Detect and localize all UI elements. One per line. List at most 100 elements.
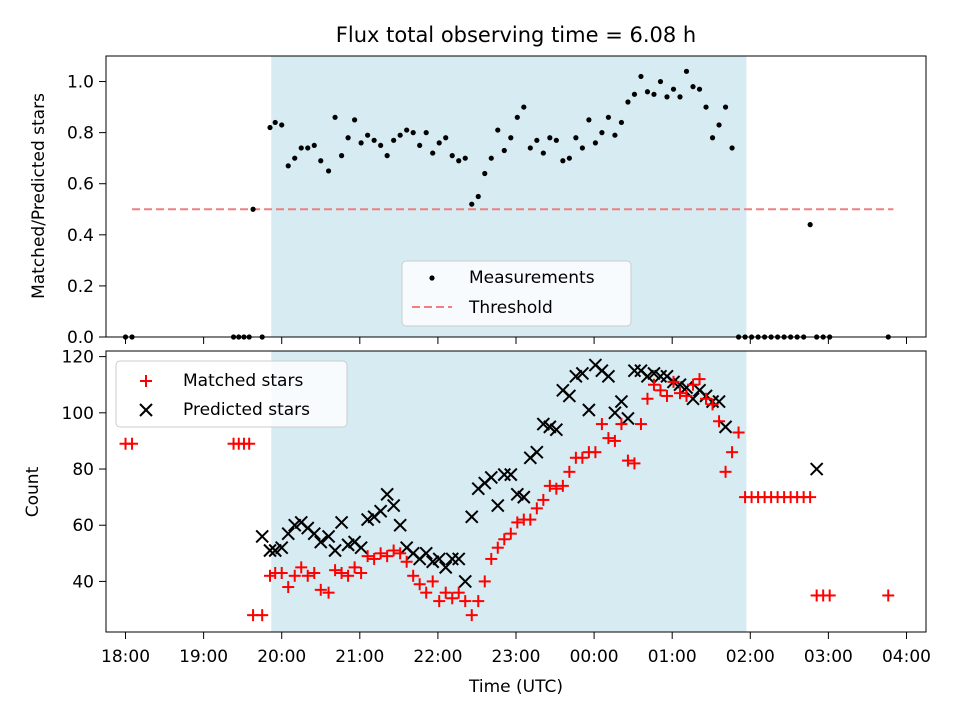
matched-point <box>726 446 739 459</box>
x-tick-label-2: 20:00 <box>257 647 306 667</box>
matched-point <box>543 479 556 492</box>
matched-point <box>732 426 745 439</box>
matched-point <box>687 378 700 391</box>
measurement-point <box>404 127 410 133</box>
measurement-point <box>722 104 729 110</box>
matched-point <box>264 569 276 582</box>
measurement-point <box>586 117 592 123</box>
measurement-point <box>514 114 520 120</box>
predicted-point <box>354 540 368 555</box>
matched-point <box>387 544 400 557</box>
predicted-point <box>562 389 577 403</box>
measurement-point <box>566 155 572 161</box>
legend-matched-label: Matched stars <box>183 371 303 391</box>
matched-point <box>537 493 550 506</box>
predicted-point <box>601 369 616 383</box>
matched-point <box>504 527 517 540</box>
matched-point <box>719 465 732 478</box>
bottom-axes-frame <box>105 350 927 633</box>
matched-point <box>713 415 726 428</box>
bottom-y-axis-label: Count <box>23 466 43 517</box>
measurement-point <box>279 122 285 128</box>
matched-point <box>550 482 563 495</box>
measurement-point <box>488 155 494 161</box>
measurement-point <box>292 155 298 161</box>
matched-point <box>335 566 348 579</box>
matched-point <box>348 561 361 574</box>
matched-point <box>472 595 485 608</box>
matched-point <box>413 578 426 591</box>
matched-point <box>407 569 420 582</box>
predicted-point <box>549 422 564 437</box>
measurement-point <box>267 124 273 131</box>
predicted-point <box>530 445 544 459</box>
measurement-point <box>332 114 338 120</box>
matched-point <box>654 384 667 397</box>
matched-point <box>374 547 387 560</box>
x-tick-label-10: 04:00 <box>882 647 931 667</box>
matched-point <box>459 595 472 608</box>
predicted-point <box>484 470 498 485</box>
measurement-point <box>644 89 651 95</box>
measurement-point <box>311 142 317 149</box>
matched-point <box>426 575 439 588</box>
measurement-point <box>527 145 533 151</box>
predicted-point <box>679 380 694 395</box>
matched-point <box>628 457 641 470</box>
bottom-panel: 40 60 80 100 120 18:00 19:00 20:00 21:00 22:00 23… <box>23 348 931 667</box>
legend-measurements-label: Measurements <box>469 268 595 288</box>
measurement-point <box>553 137 559 143</box>
predicted-point <box>263 543 277 558</box>
bottom-legend-box <box>115 360 348 428</box>
measurement-point <box>807 222 813 228</box>
measurement-point <box>397 132 403 138</box>
x-tick-label-5: 23:00 <box>492 647 541 667</box>
matched-point <box>660 389 673 402</box>
x-tick-label-0: 18:00 <box>101 647 150 667</box>
bottom-y-ticks: 40 60 80 100 120 <box>62 348 106 592</box>
predicted-point <box>328 543 342 558</box>
legend-matched-marker <box>140 375 152 387</box>
measurement-point <box>625 99 631 105</box>
measurement-point <box>423 130 429 136</box>
measurement-point <box>298 145 304 151</box>
measurement-point <box>345 135 351 141</box>
matched-point <box>485 552 498 565</box>
predicted-point <box>614 394 629 409</box>
predicted-point <box>445 552 459 566</box>
legend-predicted-marker <box>139 403 153 417</box>
measurement-point <box>272 119 278 126</box>
measurement-point <box>670 86 677 92</box>
predicted-point <box>809 462 824 476</box>
measurement-point <box>462 155 468 161</box>
measurement-point <box>683 68 690 74</box>
measurement-point <box>618 119 625 126</box>
bottom-y-tick-label-2: 80 <box>72 460 94 480</box>
measurement-point <box>285 163 291 169</box>
measurement-point <box>338 153 345 159</box>
measurement-point <box>475 193 481 200</box>
measurement-point <box>664 94 670 100</box>
measurement-point <box>592 140 598 146</box>
bottom-y-tick-label-0: 40 <box>72 572 94 592</box>
measurement-point <box>501 147 507 154</box>
predicted-point <box>608 406 622 420</box>
x-tick-label-4: 22:00 <box>413 647 462 667</box>
predicted-point <box>686 392 700 406</box>
measurement-point <box>534 137 540 143</box>
top-legend-box <box>401 260 632 327</box>
matched-point <box>368 552 381 565</box>
predicted-point <box>458 574 472 589</box>
matched-point <box>478 575 491 588</box>
predicted-point <box>439 560 453 575</box>
measurement-point <box>305 145 311 151</box>
measurement-point <box>358 140 364 146</box>
measurement-point <box>703 104 709 110</box>
x-tick-label-8: 02:00 <box>726 647 775 667</box>
measurement-point <box>250 206 256 212</box>
bottom-x-ticks: 18:00 19:00 20:00 21:00 22:00 23:00 00:00 01:00… <box>101 632 931 667</box>
matched-point <box>465 609 478 622</box>
predicted-point <box>497 467 511 482</box>
matched-point <box>433 595 446 608</box>
